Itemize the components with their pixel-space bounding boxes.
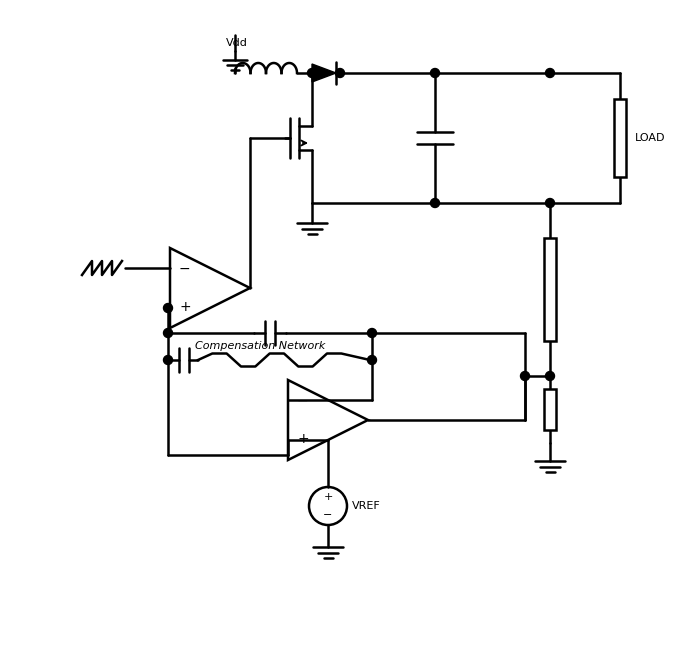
Circle shape (164, 329, 172, 338)
Circle shape (545, 371, 554, 380)
Circle shape (430, 69, 440, 78)
Bar (614, 99, 626, 177)
Circle shape (368, 329, 377, 338)
Circle shape (521, 371, 529, 380)
Bar (544, 389, 556, 430)
Circle shape (545, 69, 554, 78)
Circle shape (430, 198, 440, 207)
Text: −: − (297, 394, 309, 408)
Text: −: − (179, 262, 190, 276)
Text: VREF: VREF (352, 501, 381, 511)
Text: +: + (323, 492, 332, 502)
Text: −: − (323, 509, 332, 520)
Text: +: + (179, 300, 190, 314)
Circle shape (545, 198, 554, 207)
Bar (544, 238, 556, 341)
Text: +: + (297, 432, 309, 446)
Circle shape (368, 356, 377, 364)
Text: Compensation Network: Compensation Network (195, 341, 326, 351)
Circle shape (164, 303, 172, 312)
Circle shape (307, 69, 316, 78)
Text: Vdd: Vdd (226, 38, 248, 48)
Polygon shape (312, 64, 336, 82)
Circle shape (164, 356, 172, 364)
Circle shape (335, 69, 344, 78)
Text: LOAD: LOAD (635, 133, 666, 143)
